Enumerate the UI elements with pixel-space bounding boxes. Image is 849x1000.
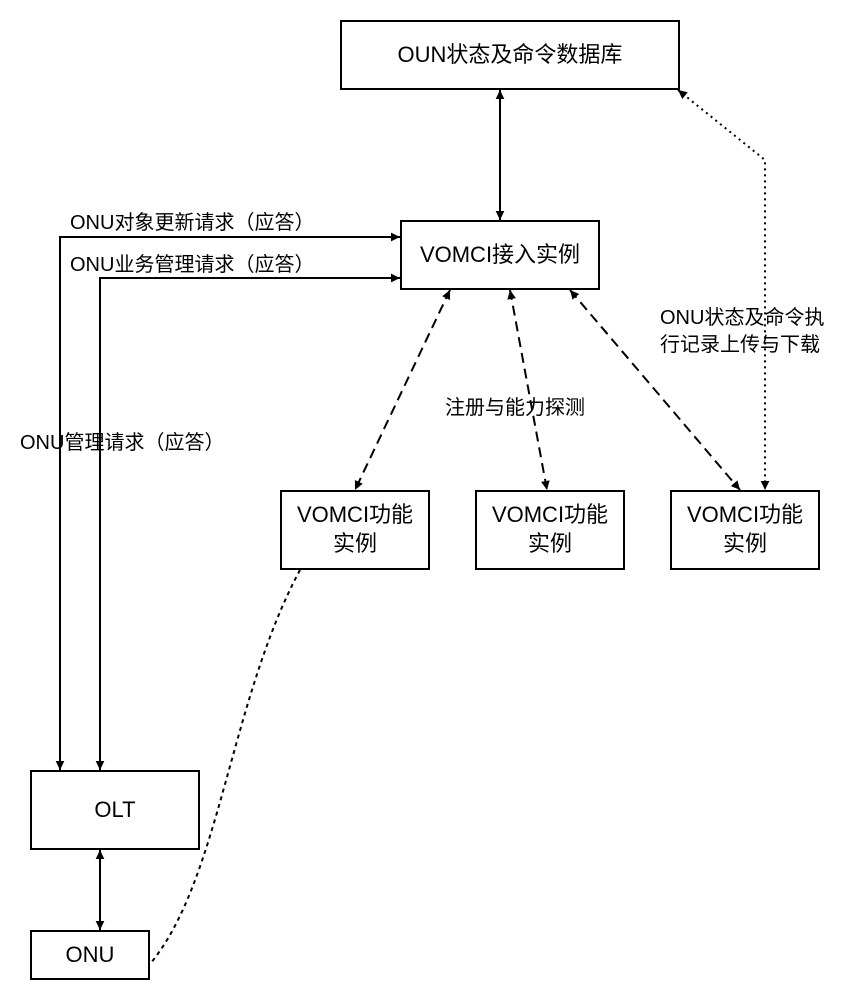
node-access-label: VOMCI接入实例 xyxy=(420,241,580,270)
node-func3: VOMCI功能 实例 xyxy=(670,490,820,570)
node-func1: VOMCI功能 实例 xyxy=(280,490,430,570)
label-status-upload: ONU状态及命令执 行记录上传与下载 xyxy=(660,305,824,359)
node-func2-label: VOMCI功能 实例 xyxy=(492,501,608,558)
node-onu: ONU xyxy=(30,930,150,980)
node-olt: OLT xyxy=(30,770,200,850)
label-service-request: ONU业务管理请求（应答） xyxy=(70,252,314,279)
node-onu-label: ONU xyxy=(66,941,115,970)
node-access: VOMCI接入实例 xyxy=(400,220,600,290)
label-register-probe: 注册与能力探测 xyxy=(445,395,585,422)
node-db: OUN状态及命令数据库 xyxy=(340,20,680,90)
node-olt-label: OLT xyxy=(94,796,135,825)
edge-acc_func1 xyxy=(355,290,450,490)
edge-db_right xyxy=(678,90,765,490)
edge-func1_onu xyxy=(150,570,300,964)
node-db-label: OUN状态及命令数据库 xyxy=(398,41,623,70)
node-func2: VOMCI功能 实例 xyxy=(475,490,625,570)
node-func1-label: VOMCI功能 实例 xyxy=(297,501,413,558)
label-update-request: ONU对象更新请求（应答） xyxy=(70,210,314,237)
node-func3-label: VOMCI功能 实例 xyxy=(687,501,803,558)
label-manage-request: ONU管理请求（应答） xyxy=(20,430,224,457)
edge-acc_func2 xyxy=(510,290,547,490)
